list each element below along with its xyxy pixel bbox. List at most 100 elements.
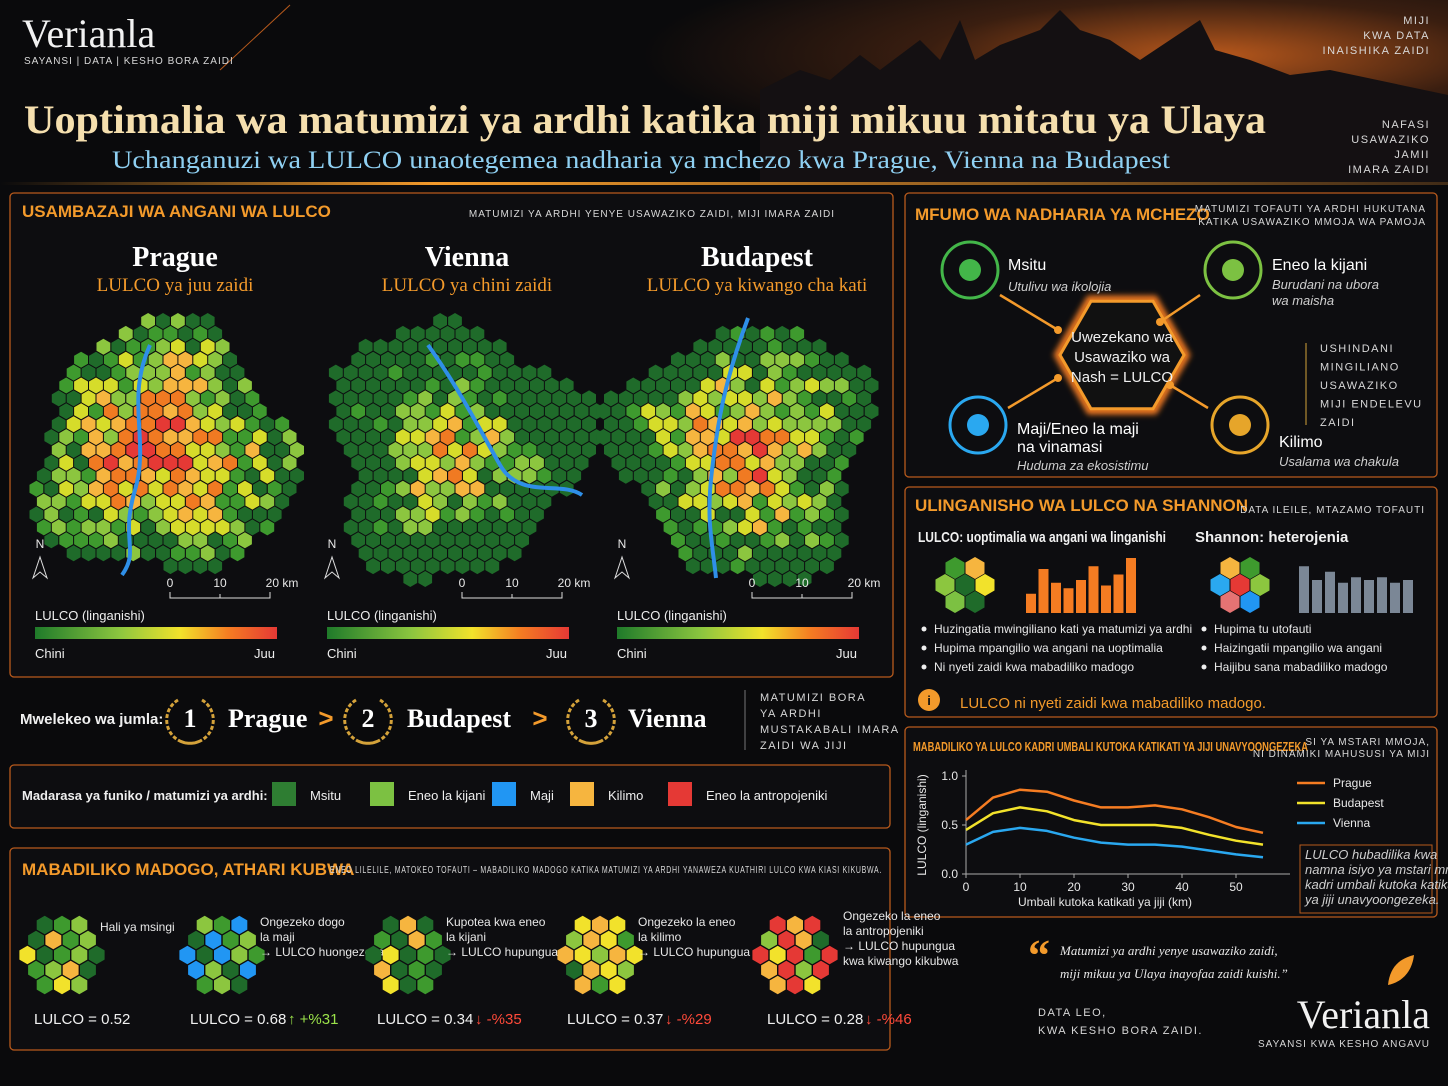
- hex-cell: [507, 442, 522, 458]
- hex-cell: [812, 390, 827, 407]
- hex-cell: [782, 416, 797, 433]
- hex-cell: [633, 442, 648, 458]
- hex-cell: [425, 558, 440, 575]
- mini-hex: [214, 975, 230, 995]
- hex-cell: [723, 338, 737, 355]
- hex-cell: [745, 403, 760, 420]
- hex-cell: [463, 364, 477, 381]
- mini-hex: [19, 945, 36, 965]
- hex-cell: [693, 416, 708, 433]
- mini-hex: [600, 930, 617, 950]
- ranking-note: ZAIDI WA JIJI: [760, 740, 848, 752]
- hex-cell: [775, 351, 790, 368]
- hex-cell: [245, 519, 260, 536]
- hex-cell: [492, 519, 507, 536]
- hex-cell: [215, 467, 230, 484]
- legend-high: Juu: [254, 646, 275, 661]
- mini-hex: [787, 945, 803, 965]
- hex-cell: [403, 338, 418, 355]
- city-label: LULCO ya juu zaidi: [97, 275, 254, 296]
- hex-cell: [753, 545, 767, 562]
- hex-cell: [455, 351, 470, 368]
- mini-hex: [62, 930, 79, 950]
- panel-note: ENEO LILELILE, MATOKEO TOFAUTI – MABADIL…: [330, 865, 882, 876]
- hex-cell: [857, 390, 872, 407]
- laurel: [165, 698, 215, 745]
- hex-cell: [163, 558, 178, 575]
- hex-cell: [685, 558, 700, 575]
- hex-cell: [282, 429, 297, 446]
- subtitle: Uchanganuzi wa LULCO unaotegemea nadhari…: [112, 147, 1170, 174]
- hex-cell: [366, 351, 380, 368]
- icon-bar: [1038, 569, 1049, 613]
- hex-cell: [148, 325, 163, 342]
- hex-cell: [215, 338, 230, 355]
- hex-cell: [440, 325, 455, 342]
- hex-cell: [51, 416, 66, 433]
- mini-hex: [222, 930, 239, 950]
- hex-cell: [111, 390, 126, 407]
- hex-cell: [215, 442, 230, 458]
- hex-cell: [59, 454, 74, 471]
- hex-cell: [433, 493, 447, 510]
- hex-cell: [418, 545, 433, 562]
- node-icon: [1229, 414, 1251, 436]
- hex-cell: [156, 519, 170, 536]
- hex-cell: [485, 558, 500, 575]
- hex-cell: [782, 493, 797, 510]
- icon-hex: [1210, 574, 1230, 596]
- hex-cell: [790, 558, 805, 575]
- hex-cell: [618, 390, 633, 407]
- hex-cell: [552, 390, 567, 407]
- icon-bar: [1312, 580, 1322, 613]
- hex-cell: [29, 480, 44, 497]
- hex-cell: [185, 493, 200, 510]
- hex-cell: [74, 377, 88, 394]
- hex-cell: [395, 506, 410, 523]
- hex-cell: [59, 480, 74, 497]
- mini-hex: [408, 930, 425, 950]
- x-axis-label: Umbali kutoka katikati ya jiji (km): [1018, 895, 1192, 909]
- hex-cell: [812, 545, 827, 562]
- hex-cell: [455, 532, 470, 549]
- hex-cell: [745, 506, 760, 523]
- hex-cell: [89, 377, 103, 394]
- hex-cell: [373, 519, 388, 536]
- hex-cell: [223, 454, 237, 471]
- hex-cell: [805, 403, 819, 420]
- rank-city: Budapest: [407, 704, 511, 733]
- y-tick-label: 0.5: [941, 818, 958, 832]
- mini-hex: [54, 975, 70, 995]
- hex-cell: [492, 442, 507, 458]
- hex-cell: [381, 532, 395, 549]
- city-name: Vienna: [425, 242, 510, 273]
- hex-cell: [834, 403, 849, 420]
- scenario-label: → LULCO hupungua: [638, 945, 750, 959]
- hex-cell: [223, 532, 237, 549]
- hex-cell: [820, 454, 834, 471]
- hex-cell: [185, 416, 200, 433]
- hex-cell: [820, 480, 834, 497]
- hex-cell: [515, 403, 529, 420]
- mini-hex: [196, 975, 213, 995]
- hex-cell: [530, 454, 544, 471]
- hex-cell: [230, 442, 245, 458]
- hex-cell: [522, 416, 537, 433]
- hex-cell: [738, 416, 752, 433]
- class-name: Eneo la kijani: [408, 788, 485, 803]
- hex-cell: [790, 480, 805, 497]
- hex-cell: [418, 364, 433, 381]
- rank-city: Prague: [228, 704, 307, 733]
- hex-cell: [200, 493, 215, 510]
- hex-cell: [66, 467, 81, 484]
- hex-cell: [440, 558, 455, 575]
- hex-cell: [820, 403, 834, 420]
- hex-cell: [141, 313, 155, 329]
- hex-cell: [193, 506, 208, 523]
- hex-cell: [760, 454, 775, 471]
- hex-cell: [358, 442, 373, 458]
- icon-bar: [1299, 566, 1309, 613]
- mini-hex: [188, 930, 204, 950]
- arrow: [1007, 376, 1059, 410]
- hex-cell: [693, 467, 708, 484]
